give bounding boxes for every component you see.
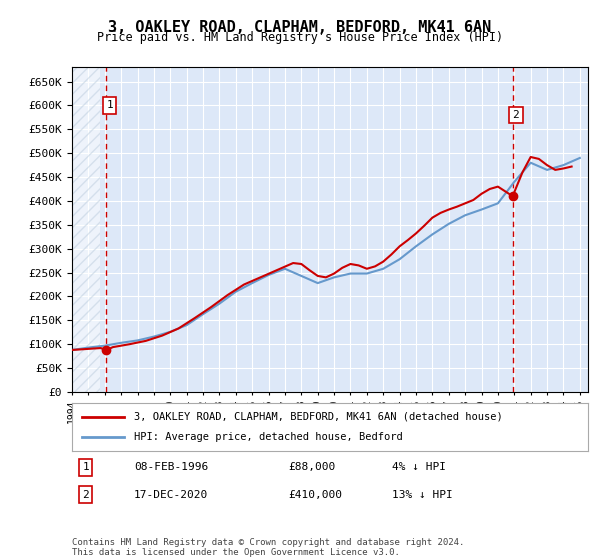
Text: 13% ↓ HPI: 13% ↓ HPI bbox=[392, 489, 452, 500]
Text: 3, OAKLEY ROAD, CLAPHAM, BEDFORD, MK41 6AN (detached house): 3, OAKLEY ROAD, CLAPHAM, BEDFORD, MK41 6… bbox=[134, 412, 503, 422]
Text: Price paid vs. HM Land Registry's House Price Index (HPI): Price paid vs. HM Land Registry's House … bbox=[97, 31, 503, 44]
Text: 08-FEB-1996: 08-FEB-1996 bbox=[134, 463, 208, 473]
Text: 2: 2 bbox=[512, 110, 519, 120]
Text: HPI: Average price, detached house, Bedford: HPI: Average price, detached house, Bedf… bbox=[134, 432, 403, 442]
Text: £410,000: £410,000 bbox=[289, 489, 343, 500]
Text: 3, OAKLEY ROAD, CLAPHAM, BEDFORD, MK41 6AN: 3, OAKLEY ROAD, CLAPHAM, BEDFORD, MK41 6… bbox=[109, 20, 491, 35]
Text: 1: 1 bbox=[106, 100, 113, 110]
Text: 17-DEC-2020: 17-DEC-2020 bbox=[134, 489, 208, 500]
Text: 4% ↓ HPI: 4% ↓ HPI bbox=[392, 463, 446, 473]
Text: 2: 2 bbox=[82, 489, 89, 500]
Text: £88,000: £88,000 bbox=[289, 463, 336, 473]
Text: Contains HM Land Registry data © Crown copyright and database right 2024.
This d: Contains HM Land Registry data © Crown c… bbox=[72, 538, 464, 557]
Text: 1: 1 bbox=[82, 463, 89, 473]
Bar bbox=[72, 67, 100, 392]
